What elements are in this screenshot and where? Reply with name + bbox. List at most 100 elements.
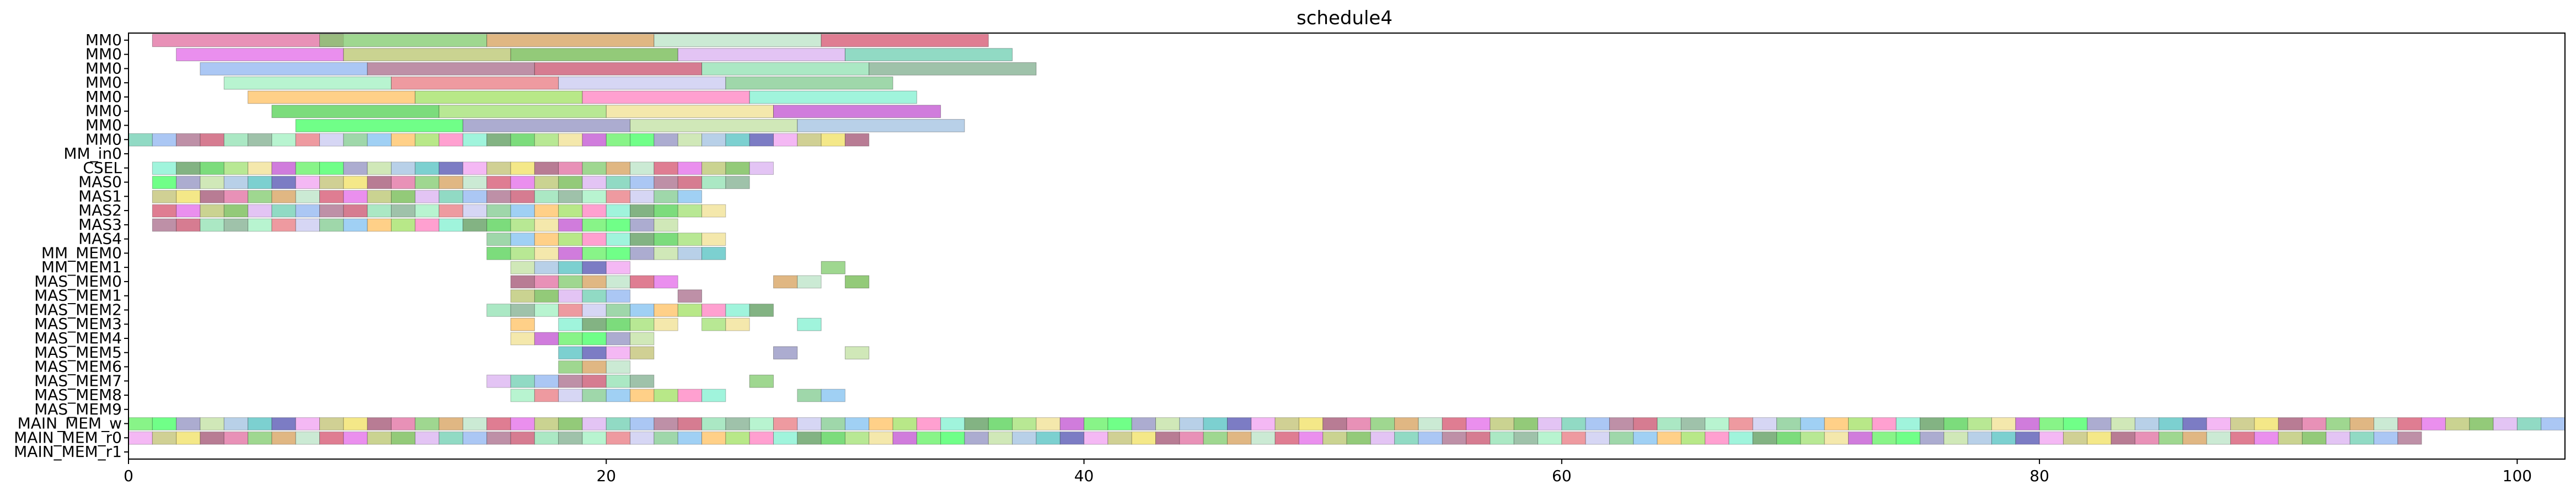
gantt-bar (223, 431, 249, 445)
gantt-bar (2206, 431, 2231, 445)
gantt-bar (319, 161, 344, 175)
gantt-bar (2254, 431, 2279, 445)
gantt-bar (462, 190, 488, 203)
x-tick-label: 100 (2503, 467, 2532, 485)
gantt-bar (797, 431, 822, 445)
gantt-bar (486, 34, 655, 47)
y-tick-label: MAS_MEM0 (34, 272, 122, 290)
gantt-bar (558, 76, 726, 90)
gantt-bar (773, 346, 798, 360)
gantt-bar (248, 133, 272, 147)
gantt-bar (176, 204, 201, 218)
gantt-bar (415, 176, 440, 189)
y-tick-label: MM0 (85, 116, 122, 134)
gantt-bar (654, 304, 678, 317)
gantt-bar (2397, 431, 2422, 445)
gantt-bar (701, 204, 726, 218)
gantt-bar (462, 119, 631, 132)
gantt-bar (1466, 431, 1491, 445)
gantt-bar (701, 133, 726, 147)
gantt-bar (797, 317, 822, 331)
gantt-bar (725, 431, 750, 445)
gantt-bar (1920, 417, 1945, 430)
gantt-bar (964, 417, 989, 430)
gantt-bar (176, 176, 201, 189)
gantt-bar (510, 176, 535, 189)
gantt-bar (319, 133, 344, 147)
gantt-bar (677, 389, 703, 402)
gantt-bar (510, 247, 535, 260)
gantt-bar (677, 48, 845, 62)
gantt-bar (2397, 417, 2422, 430)
gantt-bar (510, 204, 535, 218)
gantt-bar (152, 161, 177, 175)
gantt-bar (1800, 431, 1825, 445)
gantt-bar (1585, 417, 1610, 430)
y-tick-label: MM0 (85, 130, 122, 148)
y-tick-label: MM_in0 (63, 144, 122, 163)
gantt-bar (2278, 417, 2303, 430)
gantt-bar (2302, 417, 2327, 430)
gantt-bar (1059, 417, 1085, 430)
gantt-bar (510, 233, 535, 246)
gantt-bar (390, 218, 416, 232)
gantt-bar (2541, 417, 2566, 430)
gantt-bar (295, 190, 320, 203)
gantt-bar (438, 204, 463, 218)
gantt-bar (2015, 417, 2040, 430)
gantt-bar (415, 218, 440, 232)
gantt-bar (654, 34, 822, 47)
gantt-bar (582, 374, 607, 388)
gantt-bar (1418, 431, 1443, 445)
gantt-bar (534, 62, 703, 76)
gantt-bar (534, 204, 559, 218)
gantt-bar (510, 48, 678, 62)
y-tick-label: MAS_MEM2 (34, 300, 122, 319)
gantt-bar (534, 289, 559, 303)
gantt-bar (1824, 431, 1849, 445)
y-tick-label: MAS1 (78, 187, 122, 205)
gantt-bar (1370, 431, 1395, 445)
gantt-bar (1967, 417, 1992, 430)
gantt-bar (2039, 417, 2064, 430)
gantt-bar (749, 374, 774, 388)
y-tick-label: MAS_MEM4 (34, 329, 122, 347)
gantt-bar (821, 133, 845, 147)
gantt-bar (2493, 417, 2518, 430)
gantt-bar (510, 218, 535, 232)
gantt-bar (295, 218, 320, 232)
gantt-bar (128, 431, 153, 445)
gantt-bar (725, 133, 750, 147)
gantt-bar (630, 176, 655, 189)
gantt-bar (390, 176, 416, 189)
x-tick-label: 60 (1552, 467, 1572, 485)
gantt-bar (534, 190, 559, 203)
gantt-bar (176, 190, 201, 203)
gantt-bar (606, 389, 631, 402)
gantt-bar (582, 133, 607, 147)
gantt-bar (510, 161, 535, 175)
gantt-bar (2182, 417, 2207, 430)
gantt-bar (1227, 431, 1252, 445)
gantt-bar (1442, 431, 1467, 445)
gantt-bar (2134, 417, 2160, 430)
gantt-bar (630, 161, 655, 175)
x-axis: 0 20 40 60 80 100 (124, 459, 2532, 485)
gantt-bar (271, 161, 296, 175)
gantt-bar (1322, 431, 1347, 445)
gantt-bar (701, 304, 726, 317)
gantt-bar (343, 218, 368, 232)
gantt-bar (367, 218, 392, 232)
gantt-bar (1155, 431, 1180, 445)
gantt-bar (677, 247, 703, 260)
gantt-bar (558, 233, 583, 246)
gantt-bar (534, 218, 559, 232)
gantt-bar (654, 389, 678, 402)
gantt-bar (1872, 417, 1897, 430)
gantt-bar (438, 431, 463, 445)
gantt-bar (1490, 431, 1514, 445)
gantt-bar (1705, 431, 1729, 445)
gantt-bar (2063, 417, 2088, 430)
gantt-bar (773, 417, 798, 430)
